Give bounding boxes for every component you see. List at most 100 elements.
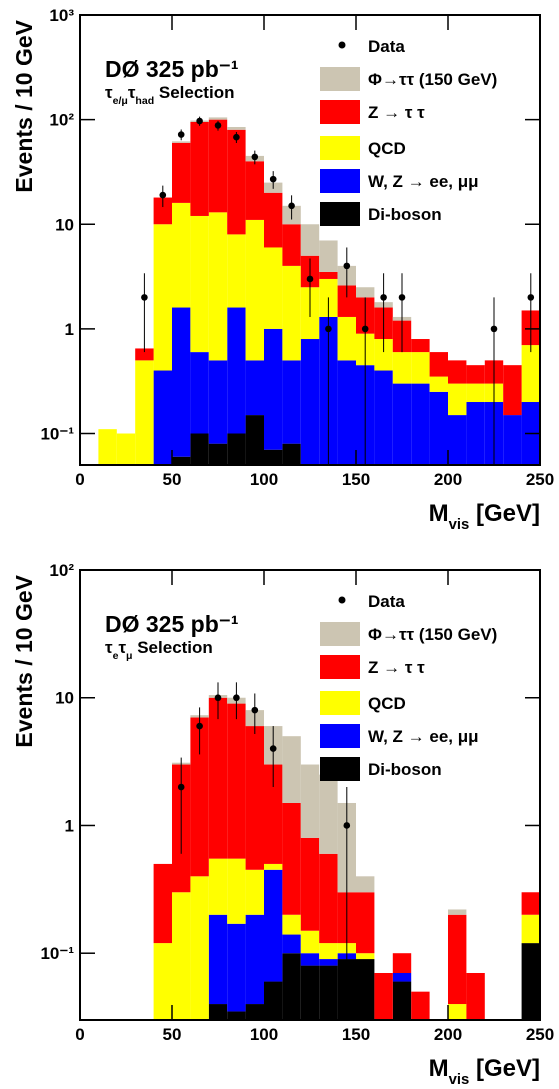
histogram-bar (172, 141, 191, 143)
legend-swatch (320, 622, 360, 646)
histogram-bar (264, 247, 283, 329)
histogram-bar (521, 914, 540, 944)
legend-swatch (320, 691, 360, 715)
legend-label: Φ→ττ (150 GeV) (368, 625, 497, 644)
histogram-bar (466, 383, 485, 403)
data-point (490, 325, 498, 333)
histogram-bar (300, 965, 320, 1020)
histogram-bar (153, 943, 172, 1020)
legend-label: QCD (368, 694, 406, 713)
data-point (325, 325, 332, 333)
histogram-bar (264, 981, 283, 1020)
legend-swatch (320, 67, 360, 91)
histogram-bar (282, 224, 301, 266)
histogram-bar (153, 197, 172, 225)
histogram-bar (448, 914, 467, 1005)
histogram-bar (429, 376, 448, 392)
x-tick-label: 100 (250, 470, 278, 489)
histogram-bar (98, 429, 117, 465)
histogram-bar (448, 383, 467, 416)
data-point (269, 745, 277, 752)
legend-swatch (320, 202, 360, 226)
histogram-bar (521, 345, 540, 403)
histogram-bar (227, 127, 246, 130)
histogram-bar (208, 360, 228, 444)
histogram-bar (300, 930, 320, 954)
x-tick-label: 0 (75, 1025, 84, 1044)
y-tick-label: 10³ (49, 6, 74, 25)
histogram-bar (227, 129, 246, 235)
histogram-bar (319, 853, 338, 944)
data-point (527, 294, 535, 301)
histogram-bar (208, 858, 228, 915)
histogram-bar (190, 121, 209, 216)
y-axis-label: Events / 10 GeV (11, 574, 37, 747)
data-point (288, 202, 295, 210)
legend-swatch (320, 169, 360, 193)
data-point (159, 191, 167, 199)
x-tick-label: 250 (526, 470, 554, 489)
x-axis-label: Mvis [GeV] (429, 1055, 540, 1088)
histogram-bar (466, 972, 485, 1020)
histogram-bar (208, 119, 228, 213)
legend-label: Data (368, 592, 405, 611)
histogram-bar (521, 943, 540, 1020)
y-axis-label: Events / 10 GeV (11, 19, 37, 192)
data-point (343, 262, 351, 270)
histogram-bar (264, 449, 283, 465)
histogram-bar (282, 953, 301, 1020)
histogram-bar (208, 697, 228, 859)
legend-label: Φ→ττ (150 GeV) (368, 70, 497, 89)
x-axis-label-part: M (429, 1055, 449, 1082)
histogram-bar (392, 383, 412, 465)
x-axis-label-part: M (429, 500, 449, 527)
histogram-bar (282, 443, 301, 465)
histogram-bar (208, 212, 228, 361)
histogram-bar (190, 352, 209, 434)
x-axis-label-part: [GeV] (469, 1055, 540, 1082)
histogram-bar (116, 433, 136, 465)
y-tick-label: 10² (49, 561, 74, 580)
histogram-bar (300, 339, 320, 465)
legend-swatch (320, 724, 360, 748)
legend-label: Z → τ τ (368, 103, 425, 122)
legend-marker (338, 41, 346, 49)
histogram-bar (245, 161, 264, 220)
chart-subtitle-part: τ (118, 638, 126, 657)
histogram-bar (264, 764, 283, 864)
histogram-bar (448, 415, 467, 465)
histogram-bar (153, 224, 172, 371)
histogram-bar (300, 764, 320, 838)
histogram-bar (227, 703, 246, 859)
histogram-bar (172, 142, 191, 203)
legend-swatch (320, 100, 360, 124)
histogram-bar (282, 360, 301, 444)
chart-title: DØ 325 pb⁻¹ (105, 611, 239, 637)
histogram-bar (503, 415, 522, 465)
histogram-bar (208, 117, 228, 120)
histogram-bar (374, 370, 393, 465)
histogram-bar (190, 717, 209, 877)
histogram-bar (466, 365, 485, 384)
histogram-bar (208, 914, 228, 1005)
data-point (361, 325, 369, 333)
histogram-bar (190, 433, 209, 465)
chart: 10⁻¹ 1 10 10² 0 50 100 150 200 250 Events / 10 GeV… (11, 561, 554, 1088)
chart-title: DØ 325 pb⁻¹ (105, 56, 239, 82)
histogram-bar (227, 923, 246, 1012)
histogram-bar (245, 726, 264, 870)
x-tick-label: 200 (434, 470, 462, 489)
histogram-bar (466, 402, 485, 465)
histogram-bar (245, 219, 264, 361)
histogram-bar (521, 892, 540, 915)
histogram-bar (319, 943, 338, 960)
chart-subtitle-part: had (135, 95, 154, 107)
histogram-bar (264, 328, 283, 450)
x-tick-label: 250 (526, 1025, 554, 1044)
chart-subtitle-part: τ (105, 83, 113, 102)
histogram-bar (190, 876, 209, 1020)
histogram-bar (411, 383, 430, 465)
legend-label: W, Z → ee, μμ (368, 172, 479, 191)
histogram-bar (227, 307, 246, 434)
chart-subtitle: τe/μτhad Selection (105, 83, 234, 107)
